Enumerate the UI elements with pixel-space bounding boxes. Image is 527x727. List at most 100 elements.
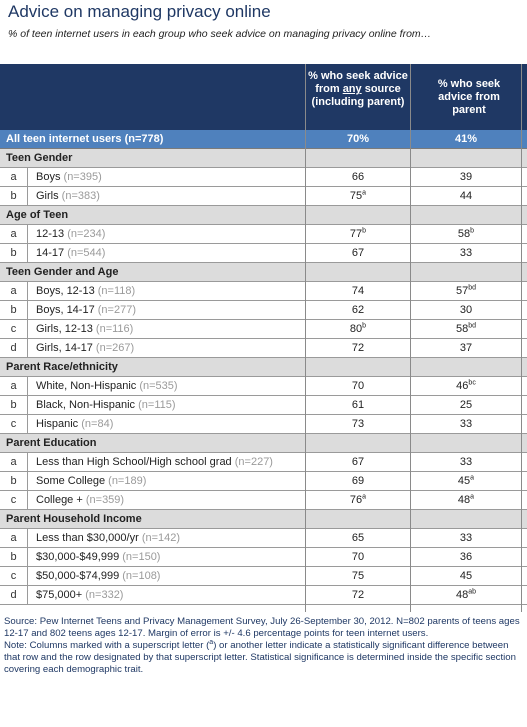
row-sample-size: (n=150) <box>122 551 161 563</box>
significance-marker: a <box>362 493 367 501</box>
row-label: Girls, 12-13 (n=116) <box>36 320 133 338</box>
row-letter-divider <box>27 529 28 547</box>
row-letter: b <box>10 247 17 259</box>
row-letter-divider <box>27 244 28 262</box>
table-row: b Boys, 14-17 (n=277) 62 30 <box>0 301 527 320</box>
significance-marker: bc <box>468 379 476 387</box>
row-sample-size: (n=108) <box>122 570 161 582</box>
value-any-source-number: 66 <box>351 171 365 183</box>
column-divider <box>305 64 306 612</box>
value-any-source: 70 <box>306 377 410 395</box>
value-any-source-number: 74 <box>351 285 365 297</box>
section-header: Parent Household Income <box>0 510 527 529</box>
value-parent: 25 <box>411 396 521 414</box>
row-letter-divider <box>27 472 28 490</box>
row-sample-size: (n=115) <box>138 399 176 411</box>
column-header-any-source-text: % who seek advice from <box>308 70 408 95</box>
value-parent: 46bc <box>411 377 521 395</box>
value-parent-number: 44 <box>459 190 473 202</box>
row-letter: d <box>10 342 17 354</box>
column-header-any-underlined: any <box>342 83 362 95</box>
table-row: a Boys, 12-13 (n=118) 74 57bd <box>0 282 527 301</box>
row-label: Hispanic (n=84) <box>36 415 113 433</box>
row-label: $75,000+ (n=332) <box>36 586 123 604</box>
table-row: a 12-13 (n=234) 77b 58b <box>0 225 527 244</box>
value-parent-number: 30 <box>459 304 473 316</box>
column-header-any-source-text-end: source (including parent) <box>311 83 405 108</box>
row-letter-divider <box>27 491 28 509</box>
value-any-source-number: 62 <box>351 304 365 316</box>
row-label-text: $75,000+ <box>36 589 83 601</box>
row-label: $50,000-$74,999 (n=108) <box>36 567 160 585</box>
value-parent: 58bd <box>411 320 521 338</box>
row-letter: a <box>10 456 17 468</box>
row-letter: a <box>10 171 17 183</box>
summary-value-parent: 41% <box>454 133 478 145</box>
row-letter: c <box>10 494 17 506</box>
table-row: a Less than High School/High school grad … <box>0 453 527 472</box>
footer: Source: Pew Internet Teens and Privacy M… <box>4 616 522 676</box>
row-sample-size: (n=84) <box>81 418 114 430</box>
value-any-source: 62 <box>306 301 410 319</box>
value-any-source: 75a <box>306 187 410 205</box>
column-divider <box>410 64 411 612</box>
significance-marker: a <box>470 493 475 501</box>
significance-marker: a <box>362 189 367 197</box>
value-any-source-number: 72 <box>351 342 365 354</box>
row-letter-divider <box>27 548 28 566</box>
value-parent: 33 <box>411 529 521 547</box>
section-title: Age of Teen <box>6 209 69 221</box>
row-letter-divider <box>27 396 28 414</box>
table-row: b Some College (n=189) 69 45a <box>0 472 527 491</box>
row-label-text: 12-13 <box>36 228 65 240</box>
source-note: Source: Pew Internet Teens and Privacy M… <box>4 616 520 639</box>
row-label-text: Girls, 12-13 <box>36 323 93 335</box>
value-any-source: 74 <box>306 282 410 300</box>
section-title: Parent Race/ethnicity <box>6 361 118 373</box>
row-letter: a <box>10 228 17 240</box>
table-row: c Girls, 12-13 (n=116) 80b 58bd <box>0 320 527 339</box>
value-parent: 33 <box>411 415 521 433</box>
section-title: Teen Gender and Age <box>6 266 119 278</box>
value-parent: 58b <box>411 225 521 243</box>
value-any-source: 65 <box>306 529 410 547</box>
value-parent-number: 36 <box>459 551 473 563</box>
value-parent: 48a <box>411 491 521 509</box>
value-parent: 48ab <box>411 586 521 604</box>
value-parent-number: 33 <box>459 456 473 468</box>
value-any-source: 75 <box>306 567 410 585</box>
row-letter: b <box>10 551 17 563</box>
row-label-text: $30,000-$49,999 <box>36 551 120 563</box>
value-any-source: 70 <box>306 548 410 566</box>
table-row: a Less than $30,000/yr (n=142) 65 33 <box>0 529 527 548</box>
row-label: Girls (n=383) <box>36 187 100 205</box>
row-sample-size: (n=359) <box>85 494 125 506</box>
value-parent-number: 46 <box>456 380 469 392</box>
value-any-source-number: 80 <box>349 323 363 335</box>
table-row: a Boys (n=395) 66 39 <box>0 168 527 187</box>
row-letter: a <box>10 380 17 392</box>
value-any-source-number: 67 <box>351 456 365 468</box>
value-any-source: 66 <box>306 168 410 186</box>
row-label: Boys, 14-17 (n=277) <box>36 301 136 319</box>
row-sample-size: (n=332) <box>85 589 124 601</box>
value-any-source-number: 73 <box>351 418 365 430</box>
row-label-text: Black, Non-Hispanic <box>36 399 136 411</box>
value-any-source-number: 75 <box>349 190 363 202</box>
value-any-source-number: 70 <box>351 380 365 392</box>
significance-note-start: Note: Columns marked with a superscript … <box>4 640 210 651</box>
value-any-source-number: 75 <box>351 570 365 582</box>
table-row: d Girls, 14-17 (n=267) 72 37 <box>0 339 527 358</box>
row-letter-divider <box>27 301 28 319</box>
significance-note: Note: Columns marked with a superscript … <box>4 639 522 676</box>
row-label-text: White, Non-Hispanic <box>36 380 137 392</box>
row-label: $30,000-$49,999 (n=150) <box>36 548 160 566</box>
value-parent: 45 <box>411 567 521 585</box>
value-any-source: 61 <box>306 396 410 414</box>
row-label-text: Girls <box>36 190 59 202</box>
row-letter-divider <box>27 168 28 186</box>
summary-row: All teen internet users (n=778) 70% 41% <box>0 130 527 149</box>
row-letter: c <box>10 323 17 335</box>
table-row: b Girls (n=383) 75a 44 <box>0 187 527 206</box>
row-sample-size: (n=267) <box>95 342 135 354</box>
